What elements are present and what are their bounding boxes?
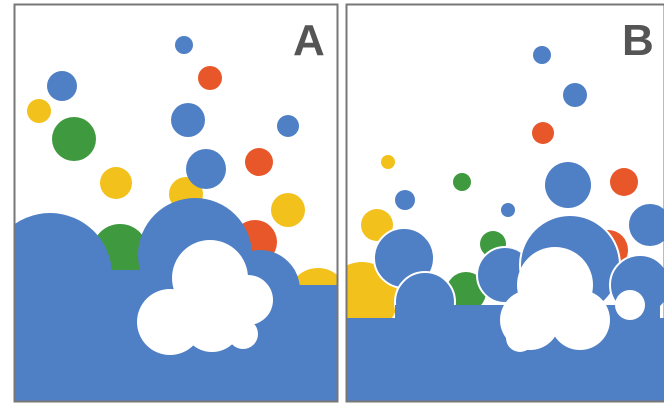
panel-label: B — [622, 16, 654, 65]
cloud — [500, 247, 645, 352]
panel-label: A — [293, 16, 325, 65]
panel-b — [347, 5, 664, 401]
cloud — [137, 240, 273, 355]
panel-a — [15, 5, 337, 401]
